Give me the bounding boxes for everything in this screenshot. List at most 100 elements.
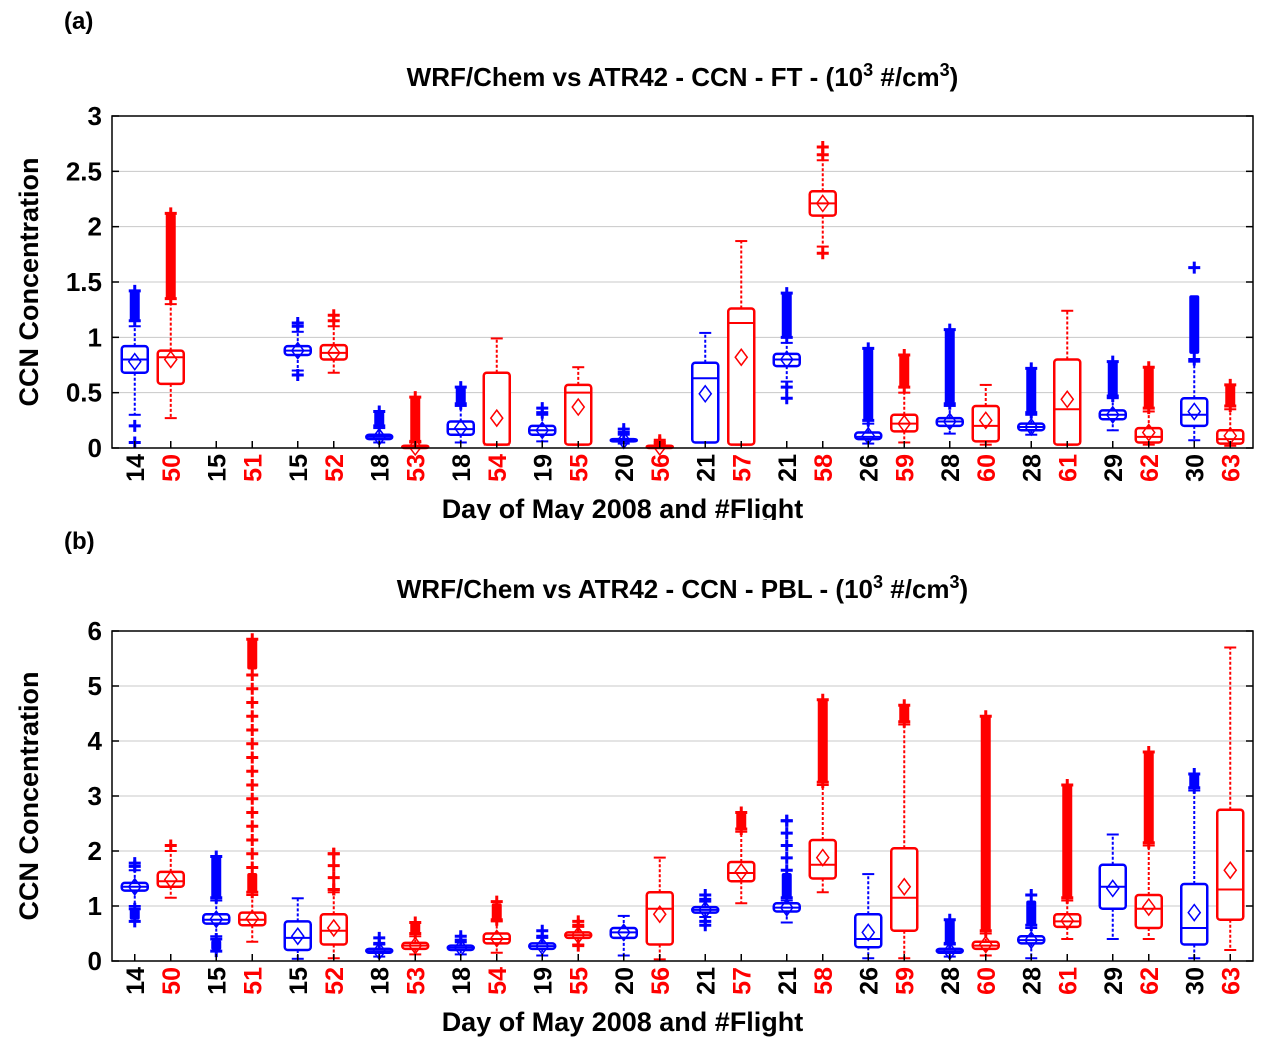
x-tick-label-day: 15 bbox=[285, 967, 313, 995]
outlier-marker bbox=[246, 710, 259, 723]
outlier-marker bbox=[210, 891, 223, 904]
x-tick-label-day: 21 bbox=[774, 967, 802, 995]
mean-marker bbox=[453, 418, 468, 438]
outlier-marker bbox=[128, 857, 141, 870]
x-tick-label-flight: 62 bbox=[1136, 454, 1164, 482]
outlier-marker bbox=[780, 381, 793, 394]
outlier-marker bbox=[862, 342, 875, 355]
box-iqr bbox=[808, 838, 837, 880]
outlier-marker bbox=[246, 792, 259, 805]
x-tick-label-flight: 61 bbox=[1054, 967, 1082, 995]
box-model bbox=[691, 331, 720, 444]
x-tick-label-day: 30 bbox=[1181, 967, 1209, 995]
box-model bbox=[528, 402, 557, 443]
box-obs bbox=[1053, 309, 1082, 446]
outlier-marker bbox=[780, 839, 793, 852]
outlier-marker bbox=[1061, 779, 1074, 791]
box-model bbox=[772, 814, 801, 924]
outlier-marker bbox=[780, 331, 793, 344]
y-tick-label: 6 bbox=[88, 616, 102, 646]
x-tick-label-flight: 54 bbox=[484, 454, 512, 482]
x-tick-label-flight: 51 bbox=[239, 454, 267, 482]
panel-b: (b) WRF/Chem vs ATR42 - CCN - PBL - (103… bbox=[0, 520, 1263, 1040]
x-tick-label-day: 29 bbox=[1100, 967, 1128, 995]
y-tick-label: 3 bbox=[88, 101, 102, 131]
outlier-cluster bbox=[736, 812, 747, 829]
outlier-marker bbox=[246, 682, 259, 695]
x-tick-label-flight: 56 bbox=[647, 967, 675, 995]
outlier-marker bbox=[128, 419, 141, 432]
outlier-marker bbox=[1188, 261, 1201, 274]
outlier-marker bbox=[246, 765, 259, 778]
outlier-cluster bbox=[944, 919, 955, 944]
outlier-marker bbox=[246, 861, 259, 874]
box-iqr bbox=[854, 913, 883, 949]
box-iqr bbox=[446, 420, 475, 436]
outlier-marker bbox=[246, 820, 259, 833]
x-tick-label-flight: 59 bbox=[891, 454, 919, 482]
x-tick-label-day: 19 bbox=[529, 454, 557, 482]
outlier-marker bbox=[780, 891, 793, 904]
box-iqr bbox=[1180, 882, 1209, 946]
outlier-marker bbox=[454, 381, 467, 394]
plot-frame bbox=[111, 630, 1254, 962]
mean-marker bbox=[942, 412, 957, 431]
outlier-cluster bbox=[1026, 368, 1037, 413]
x-tick-label-day: 26 bbox=[855, 967, 883, 995]
outlier-cluster bbox=[781, 873, 792, 898]
box-iqr bbox=[727, 307, 756, 446]
outlier-cluster bbox=[1107, 361, 1118, 396]
outlier-cluster bbox=[980, 716, 991, 931]
box-obs bbox=[482, 337, 511, 446]
x-axis-label: Day of May 2008 and #Flight bbox=[442, 1007, 804, 1037]
outlier-marker bbox=[780, 851, 793, 864]
box-iqr bbox=[1180, 396, 1209, 428]
mean-marker bbox=[734, 348, 749, 367]
mean-marker bbox=[1060, 390, 1075, 409]
outlier-marker bbox=[898, 699, 911, 712]
box-obs bbox=[727, 240, 756, 446]
outlier-cluster bbox=[899, 705, 910, 722]
outlier-marker bbox=[979, 710, 992, 723]
mean-marker bbox=[1024, 930, 1039, 950]
outlier-marker bbox=[246, 886, 259, 899]
outlier-marker bbox=[246, 724, 259, 736]
chart-a-svg: WRF/Chem vs ATR42 - CCN - FT - (103 #/cm… bbox=[14, 60, 1254, 520]
box-model bbox=[365, 405, 394, 447]
mean-marker bbox=[897, 414, 912, 433]
mean-marker bbox=[1141, 897, 1156, 917]
x-tick-label-day: 28 bbox=[937, 967, 965, 995]
outlier-marker bbox=[246, 847, 259, 860]
outlier-marker bbox=[1106, 389, 1119, 402]
mean-marker bbox=[209, 909, 224, 929]
x-tick-label-day: 15 bbox=[285, 454, 313, 482]
box-iqr bbox=[156, 870, 185, 888]
x-tick-label-flight: 62 bbox=[1136, 967, 1164, 995]
box-iqr bbox=[645, 891, 674, 946]
mean-marker bbox=[978, 935, 993, 954]
x-tick-label-day: 20 bbox=[611, 454, 639, 482]
x-tick-label-flight: 60 bbox=[973, 967, 1001, 995]
x-tick-label-day: 15 bbox=[203, 967, 231, 995]
x-tick-label-day: 30 bbox=[1181, 454, 1209, 482]
box-iqr bbox=[319, 913, 348, 946]
box-obs bbox=[482, 895, 511, 954]
box-obs bbox=[401, 916, 430, 956]
outlier-marker bbox=[1188, 353, 1201, 366]
outlier-marker bbox=[1142, 836, 1155, 849]
mean-marker bbox=[698, 900, 713, 920]
mean-marker bbox=[571, 925, 586, 945]
box-model bbox=[446, 381, 475, 444]
outlier-cluster bbox=[817, 699, 828, 783]
x-tick-label-flight: 50 bbox=[158, 454, 186, 482]
box-obs bbox=[564, 366, 593, 446]
outlier-marker bbox=[291, 368, 304, 381]
y-tick-label: 1 bbox=[88, 891, 102, 921]
box-iqr bbox=[482, 371, 511, 446]
x-tick-label-day: 29 bbox=[1100, 454, 1128, 482]
title-end: ) bbox=[960, 574, 969, 604]
outlier-marker bbox=[164, 207, 177, 220]
y-tick-label: 0.5 bbox=[66, 378, 102, 408]
x-tick-label-day: 21 bbox=[692, 967, 720, 995]
outlier-cluster bbox=[211, 940, 222, 950]
